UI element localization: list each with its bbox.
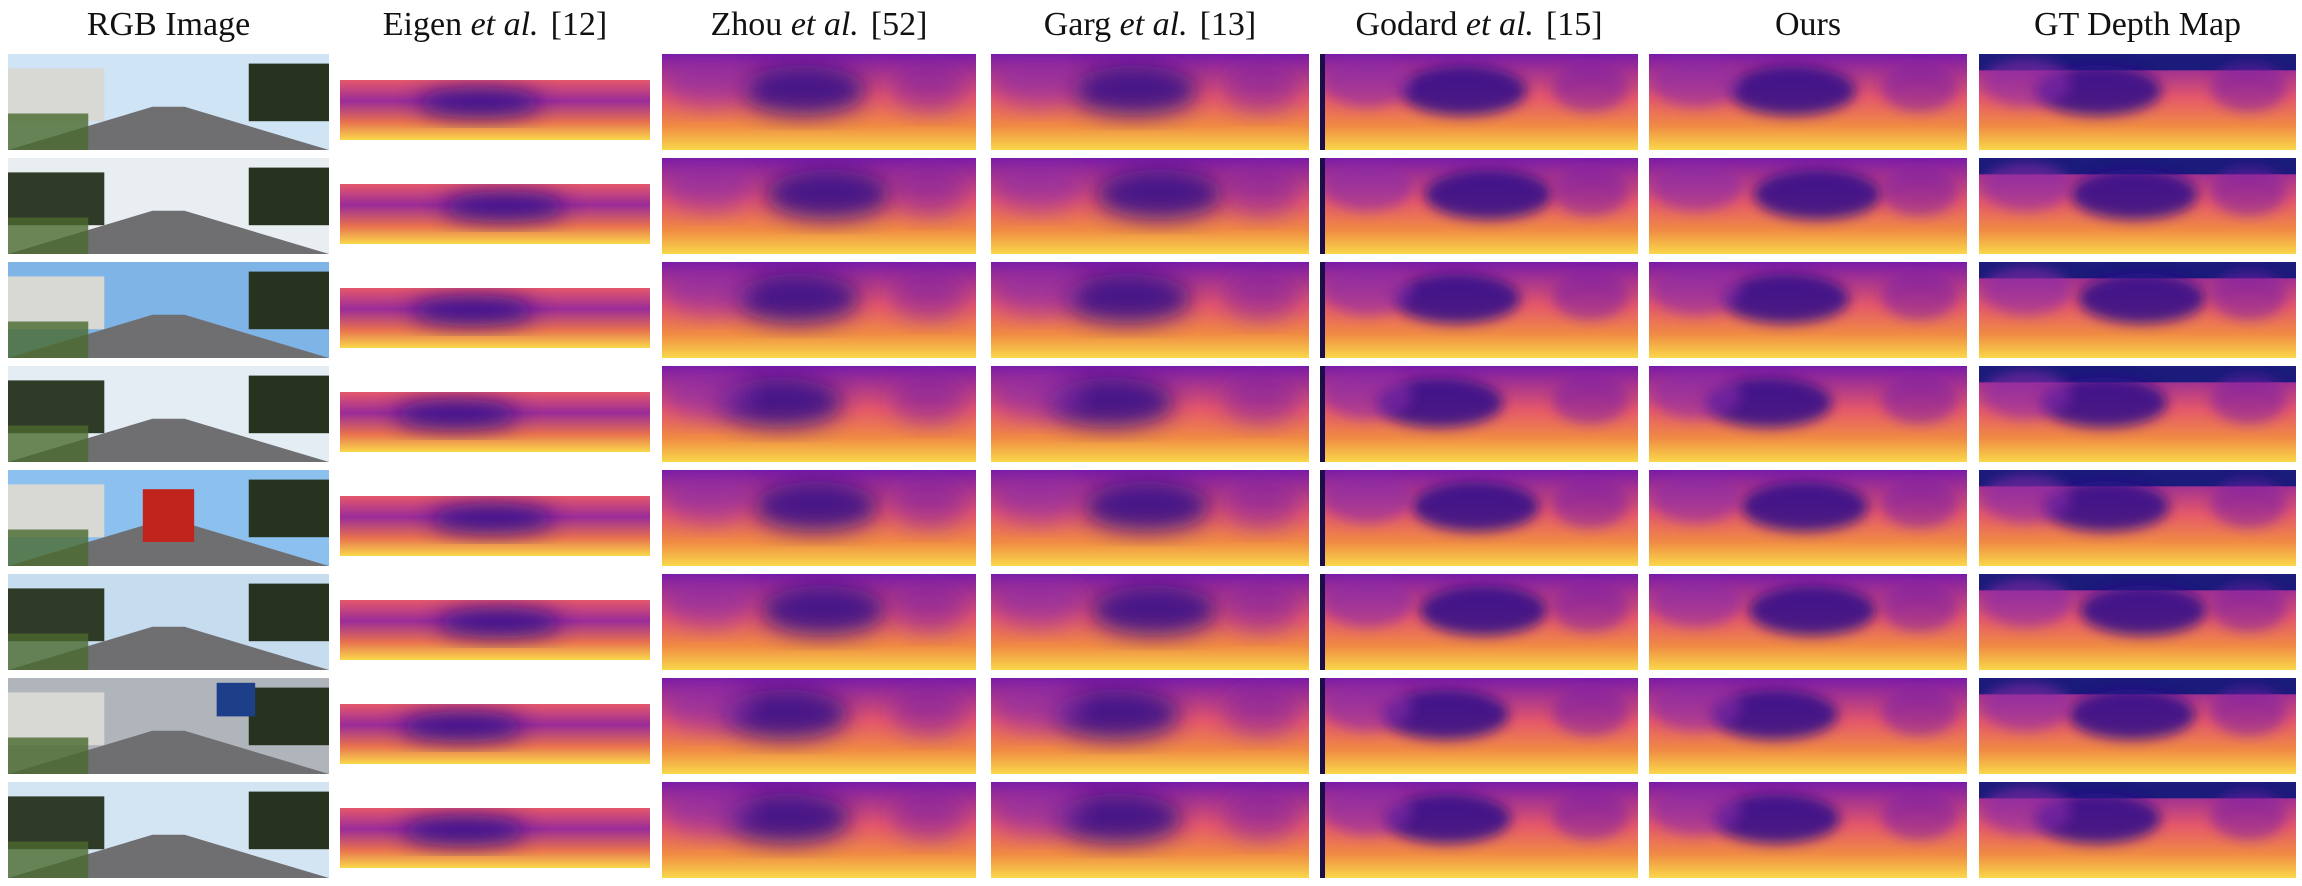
depth-map-ours	[1649, 782, 1967, 878]
column-header: Garg et al. [13]	[991, 2, 1309, 48]
depth-map-zhou	[662, 782, 976, 878]
column-header: RGB Image	[8, 2, 329, 48]
rgb-image	[8, 262, 329, 358]
depth-map-godard	[1320, 262, 1638, 358]
rgb-image	[8, 158, 329, 254]
column-rgb: RGB Image	[8, 0, 329, 886]
column-header: Godard et al. [15]	[1320, 2, 1638, 48]
gt-depth-map	[1979, 470, 2296, 566]
column-label-italic: et al.	[470, 6, 539, 43]
gt-depth-map	[1979, 782, 2296, 878]
depth-map-garg	[991, 54, 1309, 150]
column-eigen: Eigen et al. [12]	[340, 0, 650, 886]
depth-map-garg	[991, 366, 1309, 462]
column-citation: [52]	[870, 6, 928, 43]
depth-map-zhou	[662, 470, 976, 566]
column-header: Zhou et al. [52]	[662, 2, 976, 48]
column-label: Garg	[1043, 6, 1112, 43]
depth-map-zhou	[662, 158, 976, 254]
rgb-image	[8, 366, 329, 462]
depth-map-garg	[991, 158, 1309, 254]
depth-map-garg	[991, 262, 1309, 358]
column-zhou: Zhou et al. [52]	[662, 0, 976, 886]
depth-map-godard	[1320, 366, 1638, 462]
rgb-image	[8, 470, 329, 566]
gt-depth-map	[1979, 574, 2296, 670]
depth-map-ours	[1649, 470, 1967, 566]
depth-map-ours	[1649, 262, 1967, 358]
column-header: Eigen et al. [12]	[340, 2, 650, 48]
gt-depth-map	[1979, 366, 2296, 462]
column-label: Godard	[1355, 6, 1458, 43]
depth-map-godard	[1320, 574, 1638, 670]
depth-map-garg	[991, 782, 1309, 878]
column-header: Ours	[1649, 2, 1967, 48]
rgb-image	[8, 54, 329, 150]
gt-depth-map	[1979, 54, 2296, 150]
gt-depth-map	[1979, 678, 2296, 774]
depth-map-eigen	[340, 496, 650, 556]
depth-map-godard	[1320, 678, 1638, 774]
depth-map-ours	[1649, 366, 1967, 462]
depth-map-godard	[1320, 54, 1638, 150]
column-label-italic: et al.	[790, 6, 859, 43]
column-gt: GT Depth Map	[1979, 0, 2296, 886]
column-godard: Godard et al. [15]	[1320, 0, 1638, 886]
column-label: Ours	[1774, 6, 1842, 43]
depth-map-eigen	[340, 184, 650, 244]
column-label: RGB Image	[86, 6, 251, 43]
gt-depth-map	[1979, 262, 2296, 358]
depth-map-ours	[1649, 158, 1967, 254]
column-label: Eigen	[382, 6, 463, 43]
column-citation: [13]	[1199, 6, 1257, 43]
depth-map-garg	[991, 678, 1309, 774]
depth-map-zhou	[662, 678, 976, 774]
depth-map-zhou	[662, 262, 976, 358]
column-label: GT Depth Map	[2033, 6, 2242, 43]
depth-map-ours	[1649, 54, 1967, 150]
column-header: GT Depth Map	[1979, 2, 2296, 48]
depth-map-ours	[1649, 678, 1967, 774]
depth-map-eigen	[340, 808, 650, 868]
depth-map-godard	[1320, 470, 1638, 566]
column-label-italic: et al.	[1465, 6, 1534, 43]
depth-map-zhou	[662, 574, 976, 670]
rgb-image	[8, 782, 329, 878]
depth-map-garg	[991, 574, 1309, 670]
rgb-image	[8, 678, 329, 774]
column-label-italic: et al.	[1119, 6, 1188, 43]
depth-map-zhou	[662, 54, 976, 150]
depth-map-eigen	[340, 600, 650, 660]
depth-map-garg	[991, 470, 1309, 566]
column-citation: [12]	[550, 6, 608, 43]
rgb-image	[8, 574, 329, 670]
depth-map-godard	[1320, 158, 1638, 254]
column-citation: [15]	[1545, 6, 1603, 43]
depth-map-eigen	[340, 392, 650, 452]
column-label: Zhou	[710, 6, 783, 43]
depth-map-godard	[1320, 782, 1638, 878]
column-garg: Garg et al. [13]	[991, 0, 1309, 886]
depth-map-zhou	[662, 366, 976, 462]
gt-depth-map	[1979, 158, 2296, 254]
depth-map-eigen	[340, 704, 650, 764]
depth-map-eigen	[340, 80, 650, 140]
column-ours: Ours	[1649, 0, 1967, 886]
depth-map-eigen	[340, 288, 650, 348]
depth-map-ours	[1649, 574, 1967, 670]
